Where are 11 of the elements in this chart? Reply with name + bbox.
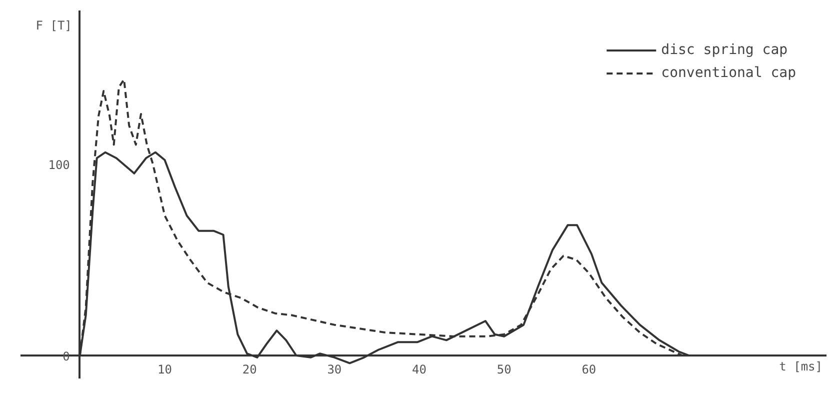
legend-label: conventional cap xyxy=(661,65,796,81)
y-tick-label: 100 xyxy=(48,158,70,172)
y-axis-title: F [T] xyxy=(36,18,72,32)
x-tick-label: 10 xyxy=(158,362,172,376)
x-tick-label: 40 xyxy=(412,362,426,376)
legend-label: disc spring cap xyxy=(661,42,788,58)
x-axis-title: t [ms] xyxy=(779,360,823,374)
x-tick-label: 60 xyxy=(582,362,596,376)
x-tick-label: 30 xyxy=(327,362,342,376)
x-tick-label: 20 xyxy=(242,362,257,376)
x-tick-label: 50 xyxy=(496,362,512,376)
